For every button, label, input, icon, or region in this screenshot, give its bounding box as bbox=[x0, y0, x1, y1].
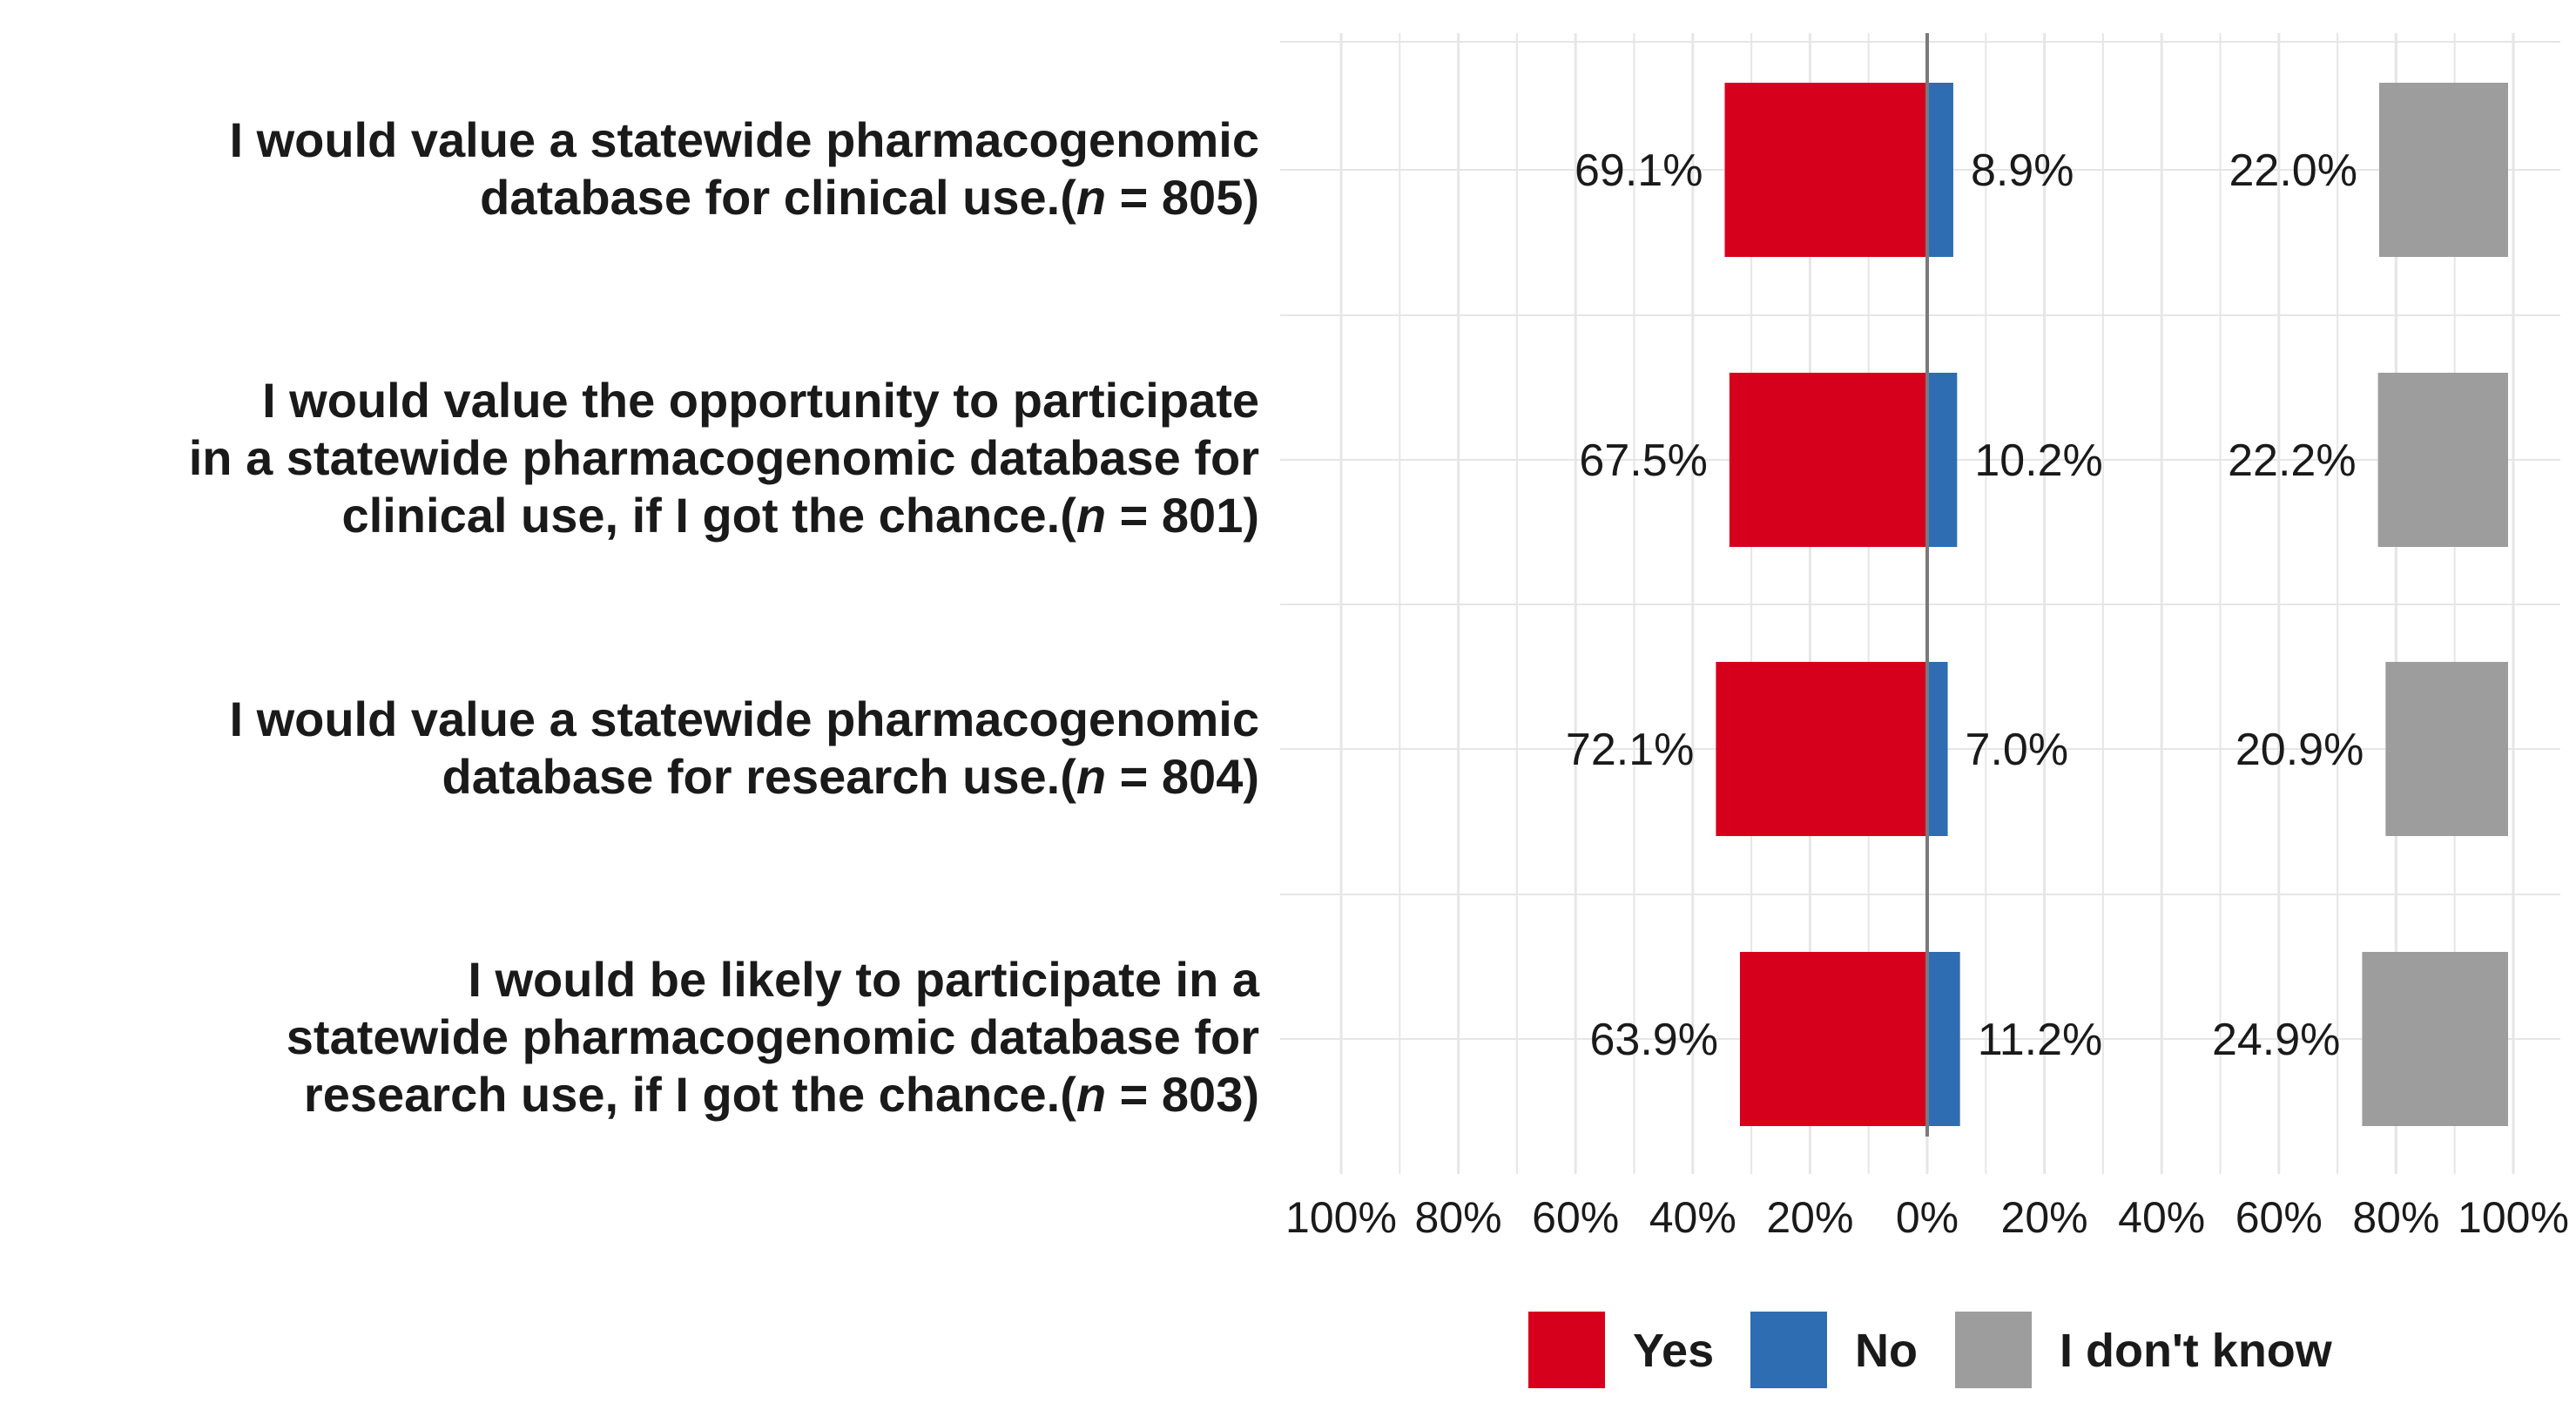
x-tick-label: 60% bbox=[1532, 1193, 1619, 1242]
x-tick-label: 40% bbox=[1649, 1193, 1736, 1242]
x-tick-label: 20% bbox=[2001, 1193, 2088, 1242]
x-tick-label: 100% bbox=[1285, 1193, 1397, 1242]
data-label-yes: 69.1% bbox=[1575, 145, 1703, 196]
bar-no bbox=[1927, 952, 1960, 1126]
x-tick-label: 20% bbox=[1766, 1193, 1853, 1242]
bar-yes bbox=[1724, 83, 1927, 257]
bar-no bbox=[1927, 83, 1953, 257]
legend-swatch-no bbox=[1750, 1312, 1827, 1388]
legend-label-no: No bbox=[1855, 1325, 1918, 1377]
data-label-no: 8.9% bbox=[1971, 145, 2074, 196]
bar-yes bbox=[1739, 952, 1927, 1126]
x-tick-label: 40% bbox=[2118, 1193, 2205, 1242]
bar-dont-know bbox=[2377, 373, 2508, 547]
bar-no bbox=[1927, 662, 1948, 836]
data-label-yes: 67.5% bbox=[1579, 435, 1707, 486]
legend-label-yes: Yes bbox=[1633, 1325, 1715, 1377]
legend-swatch-dont-know bbox=[1955, 1312, 2032, 1388]
data-label-dont-know: 20.9% bbox=[2235, 725, 2364, 775]
data-label-yes: 72.1% bbox=[1566, 725, 1694, 775]
x-tick-label: 0% bbox=[1896, 1193, 1959, 1242]
sample-size-note: (n = 803) bbox=[1060, 1067, 1259, 1122]
sample-size-note: (n = 805) bbox=[1060, 170, 1259, 225]
bar-dont-know bbox=[2378, 83, 2508, 257]
category-label-2: I would value the opportunity to partici… bbox=[188, 373, 1259, 543]
legend-swatch-yes bbox=[1528, 1312, 1605, 1388]
data-label-no: 11.2% bbox=[1978, 1015, 2103, 1065]
sample-size-note: (n = 804) bbox=[1060, 749, 1259, 804]
category-label-4: I would be likely to participate in a st… bbox=[286, 952, 1259, 1122]
x-tick-label: 60% bbox=[2235, 1193, 2323, 1242]
sample-size-note: (n = 801) bbox=[1060, 488, 1259, 543]
bar-yes bbox=[1729, 373, 1927, 547]
data-label-yes: 63.9% bbox=[1590, 1015, 1718, 1065]
bar-dont-know bbox=[2362, 952, 2508, 1126]
x-tick-label: 80% bbox=[2352, 1193, 2439, 1242]
x-tick-label: 80% bbox=[1415, 1193, 1502, 1242]
category-label-1: I would value a statewide pharmacogenomi… bbox=[229, 112, 1259, 225]
data-label-dont-know: 22.0% bbox=[2229, 145, 2357, 196]
data-label-dont-know: 22.2% bbox=[2228, 435, 2356, 486]
legend-label-dont-know: I don't know bbox=[2060, 1325, 2332, 1377]
data-label-dont-know: 24.9% bbox=[2212, 1015, 2340, 1065]
bar-yes bbox=[1716, 662, 1927, 836]
data-label-no: 10.2% bbox=[1974, 435, 2102, 486]
bar-no bbox=[1927, 373, 1958, 547]
bar-dont-know bbox=[2385, 662, 2508, 836]
category-label-3: I would value a statewide pharmacogenomi… bbox=[229, 692, 1259, 804]
x-tick-label: 100% bbox=[2458, 1193, 2569, 1242]
data-label-no: 7.0% bbox=[1966, 725, 2069, 775]
